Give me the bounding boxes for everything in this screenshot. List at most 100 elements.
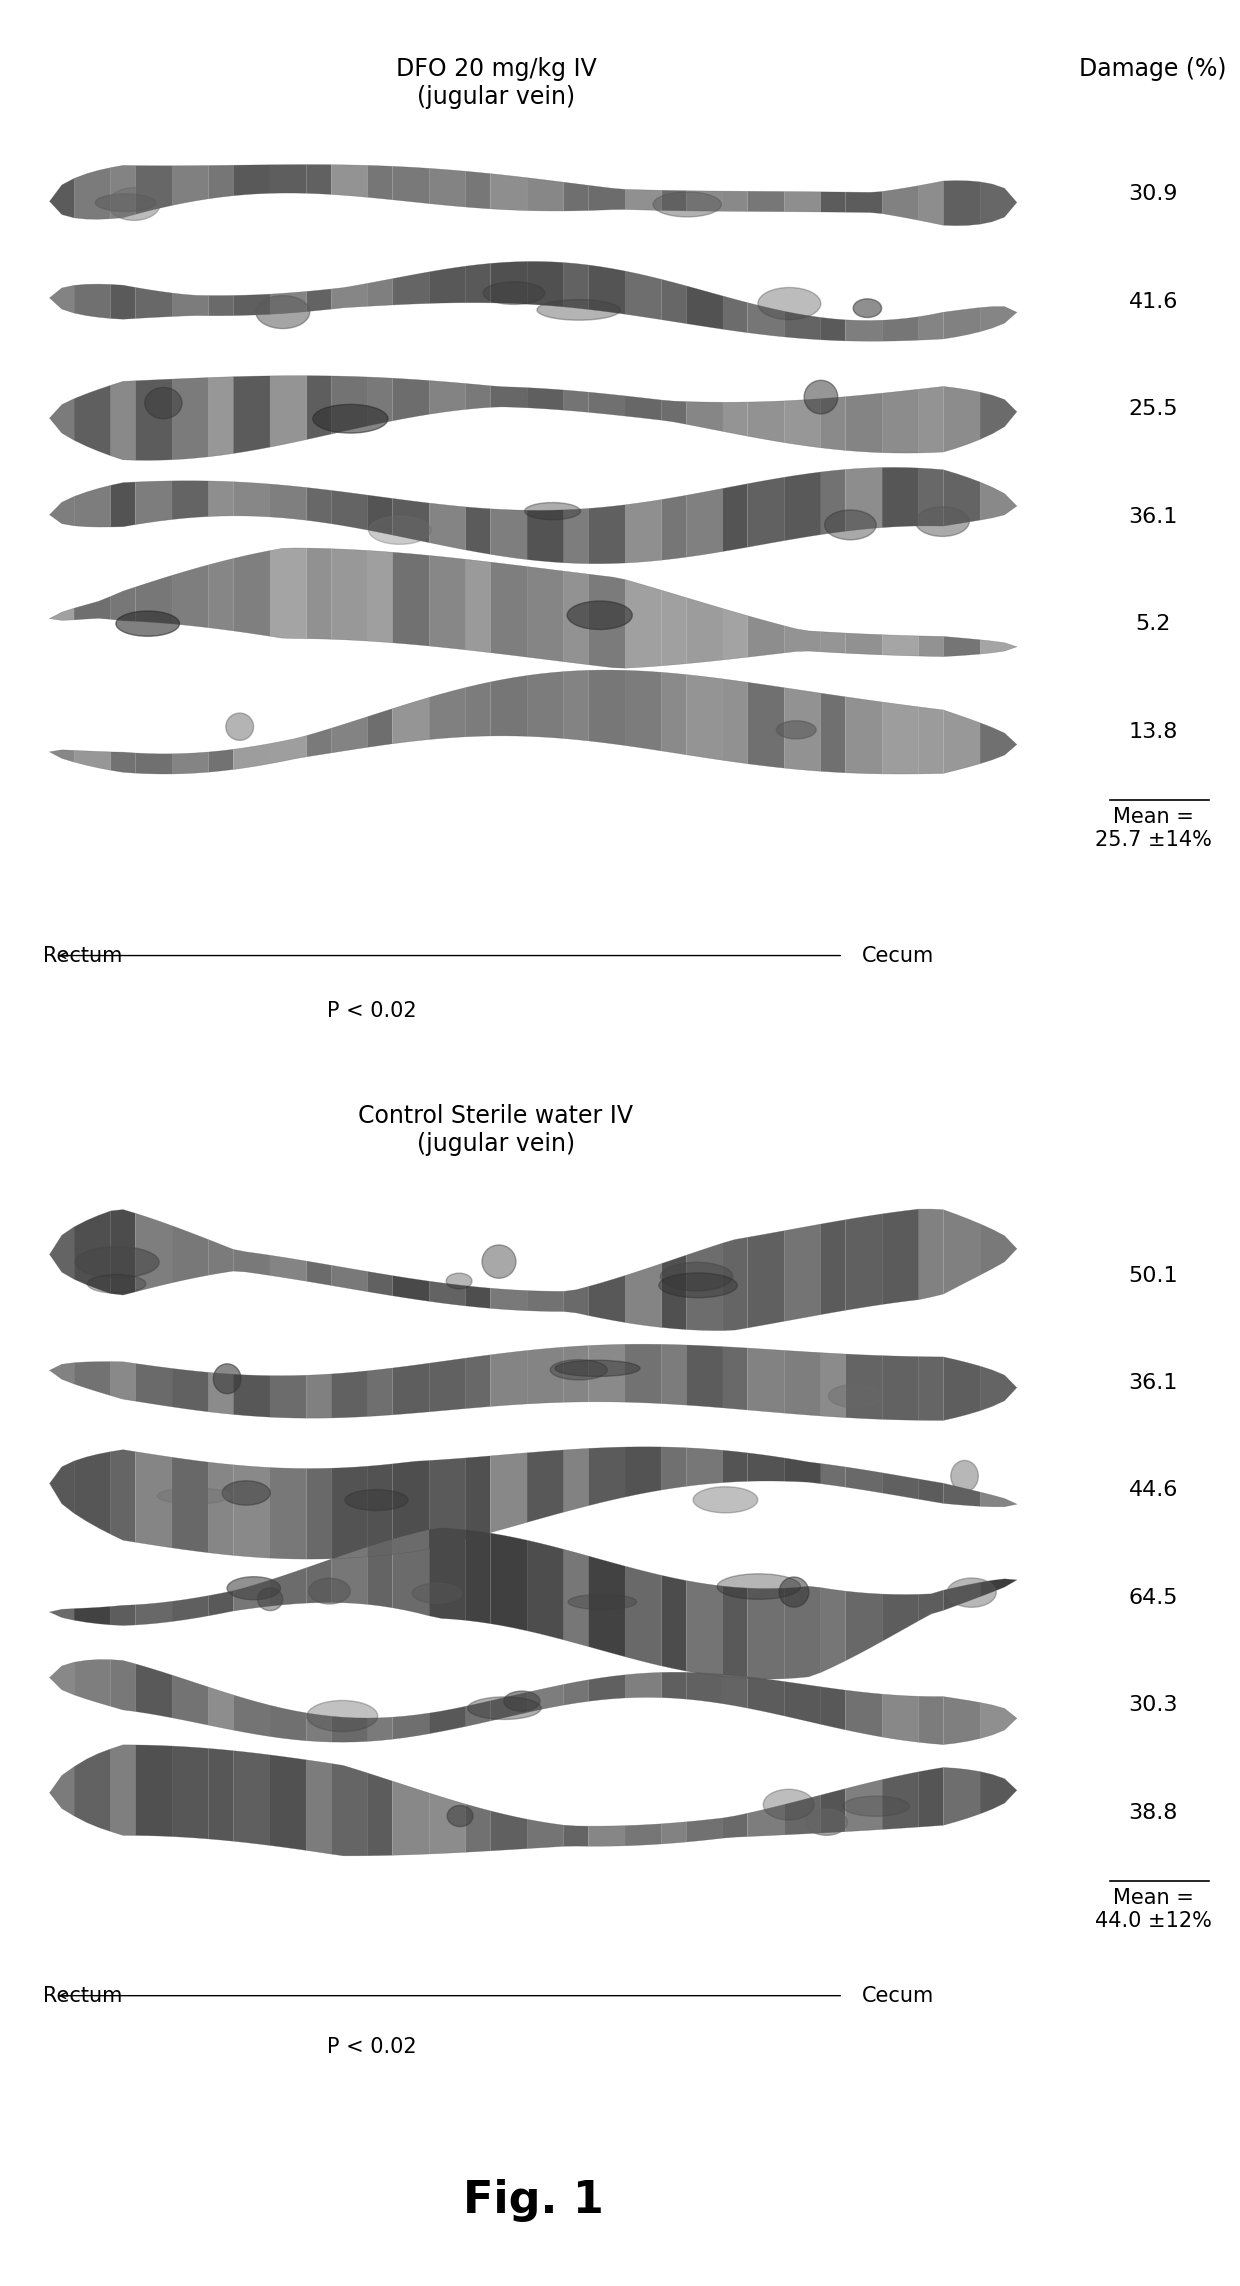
Polygon shape <box>429 555 466 649</box>
Polygon shape <box>527 1346 564 1404</box>
Polygon shape <box>233 375 270 453</box>
Polygon shape <box>821 1589 846 1673</box>
Ellipse shape <box>222 1481 270 1504</box>
Polygon shape <box>50 1228 74 1280</box>
Polygon shape <box>466 384 490 409</box>
Polygon shape <box>784 1351 821 1415</box>
Polygon shape <box>919 636 944 656</box>
Polygon shape <box>980 482 1017 521</box>
Polygon shape <box>564 391 588 411</box>
Text: Control Sterile water IV
(jugular vein): Control Sterile water IV (jugular vein) <box>358 1104 634 1157</box>
Polygon shape <box>74 1749 110 1831</box>
Polygon shape <box>208 1372 233 1415</box>
Polygon shape <box>821 631 846 654</box>
Polygon shape <box>466 1529 490 1623</box>
Polygon shape <box>662 1344 686 1406</box>
Ellipse shape <box>825 510 877 539</box>
Polygon shape <box>74 1212 110 1294</box>
Polygon shape <box>172 293 208 315</box>
Polygon shape <box>846 1779 882 1831</box>
Polygon shape <box>821 1353 846 1417</box>
Polygon shape <box>74 1607 110 1625</box>
Polygon shape <box>723 608 748 661</box>
Polygon shape <box>882 1593 919 1641</box>
Polygon shape <box>882 1694 919 1742</box>
Polygon shape <box>392 553 429 647</box>
Polygon shape <box>466 1356 490 1408</box>
Polygon shape <box>784 1682 821 1724</box>
Polygon shape <box>331 716 368 752</box>
Polygon shape <box>821 1687 846 1731</box>
Polygon shape <box>306 487 331 523</box>
Polygon shape <box>270 290 306 313</box>
Text: 30.3: 30.3 <box>1128 1696 1178 1714</box>
Ellipse shape <box>776 720 816 738</box>
Polygon shape <box>110 1209 135 1296</box>
Polygon shape <box>368 709 392 748</box>
Polygon shape <box>748 1230 784 1328</box>
Polygon shape <box>270 1376 306 1417</box>
Polygon shape <box>821 1463 846 1488</box>
Polygon shape <box>306 165 331 194</box>
Polygon shape <box>564 1680 588 1705</box>
Polygon shape <box>135 480 172 523</box>
Ellipse shape <box>551 1360 608 1381</box>
Polygon shape <box>748 478 784 546</box>
Text: 64.5: 64.5 <box>1128 1589 1178 1607</box>
Ellipse shape <box>482 1246 516 1278</box>
Polygon shape <box>784 311 821 341</box>
Polygon shape <box>172 1225 208 1282</box>
Polygon shape <box>208 558 233 631</box>
Polygon shape <box>466 263 490 302</box>
Polygon shape <box>466 1285 490 1308</box>
Polygon shape <box>882 636 919 656</box>
Polygon shape <box>306 1760 331 1854</box>
Polygon shape <box>429 1280 466 1305</box>
Polygon shape <box>980 183 1017 224</box>
Polygon shape <box>50 1461 74 1513</box>
Ellipse shape <box>693 1486 758 1513</box>
Polygon shape <box>466 171 490 208</box>
Polygon shape <box>686 402 723 432</box>
Text: 36.1: 36.1 <box>1128 1374 1178 1392</box>
Ellipse shape <box>309 1577 350 1605</box>
Polygon shape <box>723 1813 748 1838</box>
Polygon shape <box>74 597 110 620</box>
Polygon shape <box>564 572 588 665</box>
Polygon shape <box>846 1591 882 1660</box>
Polygon shape <box>233 1694 270 1737</box>
Ellipse shape <box>226 713 253 741</box>
Polygon shape <box>882 1356 919 1420</box>
Ellipse shape <box>95 194 156 210</box>
Polygon shape <box>270 485 306 521</box>
Polygon shape <box>625 581 662 668</box>
Polygon shape <box>662 279 686 325</box>
Polygon shape <box>846 1689 882 1737</box>
Polygon shape <box>588 1447 625 1506</box>
Polygon shape <box>588 1676 625 1701</box>
Polygon shape <box>919 1479 944 1504</box>
Polygon shape <box>466 681 490 736</box>
Polygon shape <box>527 567 564 661</box>
Polygon shape <box>784 626 821 654</box>
Polygon shape <box>625 395 662 421</box>
Ellipse shape <box>951 1461 978 1493</box>
Polygon shape <box>748 192 784 213</box>
Polygon shape <box>748 400 784 443</box>
Polygon shape <box>527 1449 564 1522</box>
Polygon shape <box>110 1605 135 1625</box>
Polygon shape <box>368 165 392 199</box>
Polygon shape <box>686 286 723 329</box>
Polygon shape <box>564 1824 588 1847</box>
Polygon shape <box>784 688 821 770</box>
Ellipse shape <box>467 1696 541 1719</box>
Ellipse shape <box>828 1385 882 1408</box>
Polygon shape <box>331 1465 368 1559</box>
Polygon shape <box>784 1223 821 1321</box>
Polygon shape <box>662 400 686 425</box>
Polygon shape <box>306 1262 331 1285</box>
Polygon shape <box>944 711 980 773</box>
Polygon shape <box>564 1287 588 1314</box>
Ellipse shape <box>764 1790 815 1820</box>
Polygon shape <box>723 297 748 334</box>
